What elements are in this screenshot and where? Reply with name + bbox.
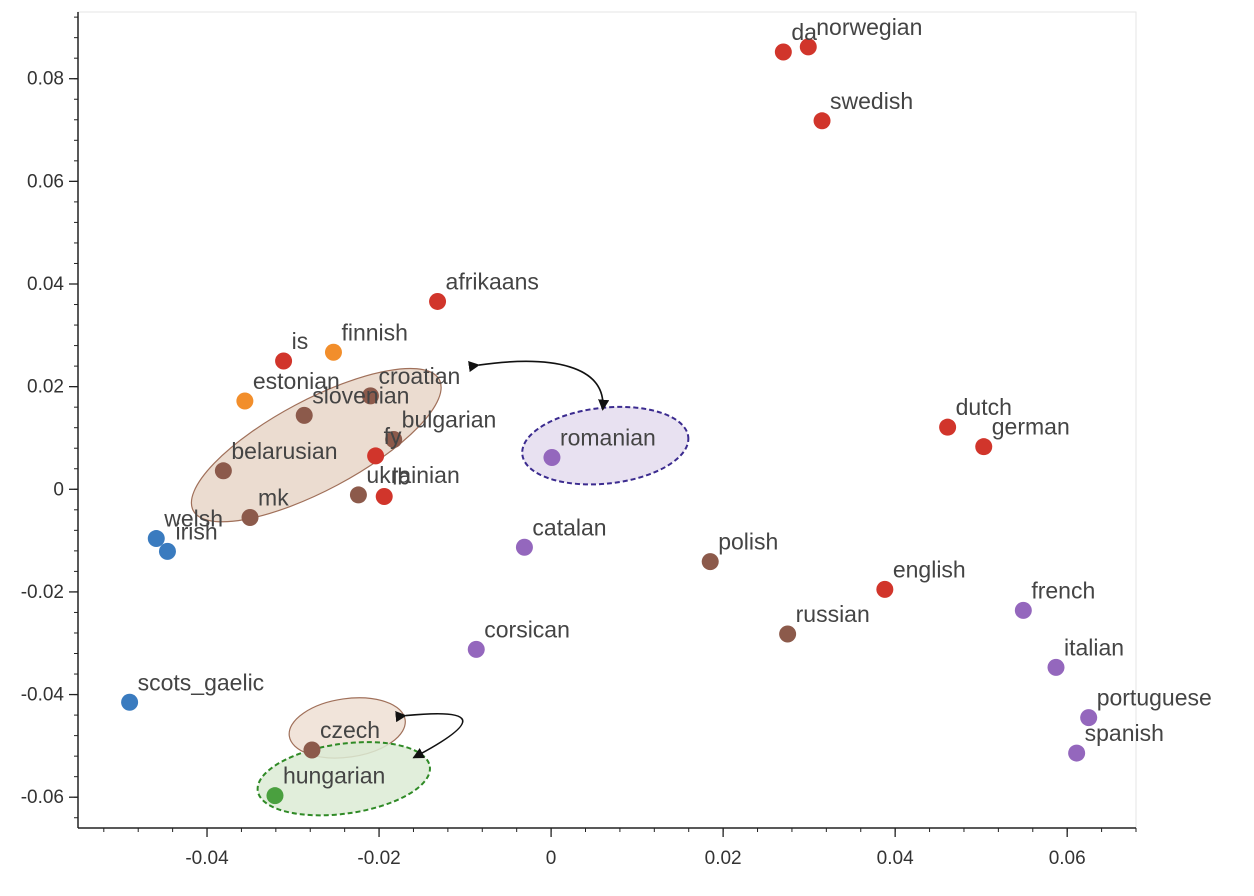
point-belarusian	[214, 462, 232, 480]
point-russian	[779, 625, 797, 643]
point-slovenian	[295, 406, 313, 424]
point-norwegian	[799, 38, 817, 56]
y-tick-label: -0.04	[21, 685, 65, 706]
point-afrikaans	[429, 292, 447, 310]
label-afrikaans: afrikaans	[446, 268, 539, 294]
point-polish	[701, 553, 719, 571]
point-french	[1014, 601, 1032, 619]
point-estonian	[236, 392, 254, 410]
point-romanian	[543, 448, 561, 466]
label-scots-gaelic: scots_gaelic	[138, 669, 265, 695]
label-spanish: spanish	[1085, 720, 1164, 746]
label-fy: fy	[384, 423, 402, 449]
highlight-ellipse-romanian	[521, 405, 690, 486]
label-estonian: estonian	[253, 368, 340, 394]
highlight-ellipse-hungarian	[256, 741, 431, 817]
x-tick-label: -0.02	[357, 848, 400, 869]
point-hungarian	[266, 787, 284, 805]
point-irish	[158, 542, 176, 560]
label-welsh: welsh	[163, 506, 223, 532]
point-portuguese	[1080, 709, 1098, 727]
label-russian: russian	[796, 601, 870, 627]
point-fy	[367, 447, 385, 465]
point-ukrainian	[349, 486, 367, 504]
label-croatian: croatian	[378, 363, 460, 389]
label-dutch: dutch	[956, 394, 1012, 420]
point-mk	[241, 509, 259, 527]
arrow-layer	[395, 360, 610, 759]
y-tick-label: 0.02	[27, 377, 64, 398]
label-bulgarian: bulgarian	[402, 407, 497, 433]
axes: -0.06 -0.04 -0.02 0 0.02 0.04 0.06 0.08 -0.04 -0.…	[21, 12, 1137, 869]
label-catalan: catalan	[532, 514, 606, 540]
label-belarusian: belarusian	[231, 438, 337, 464]
x-tick-label: 0.02	[705, 848, 742, 869]
label-german: german	[992, 414, 1070, 440]
y-tick-label: 0	[53, 479, 64, 500]
point-finnish	[324, 343, 342, 361]
point-dutch	[939, 418, 957, 436]
label-irish: irish	[175, 518, 217, 544]
point-bulgarian	[385, 431, 403, 449]
data-labels: da norwegian swedish afrikaans is finnishesto…	[138, 14, 1212, 789]
label-mk: mk	[258, 485, 289, 511]
point-lb	[375, 487, 393, 505]
y-tick-label: 0.04	[27, 274, 64, 295]
y-tick-label: 0.08	[27, 69, 64, 90]
label-slovenian: slovenian	[312, 382, 409, 408]
point-english	[876, 580, 894, 598]
point-german	[975, 438, 993, 456]
point-catalan	[515, 538, 533, 556]
point-croatian	[361, 387, 379, 405]
highlight-layer	[190, 367, 690, 817]
x-tick-label: -0.04	[185, 848, 229, 869]
label-is: is	[292, 328, 309, 354]
label-lb: lb	[392, 463, 410, 489]
label-portuguese: portuguese	[1097, 685, 1212, 711]
label-ukrainian: ukrainian	[366, 462, 459, 488]
point-spanish	[1068, 744, 1086, 762]
point-welsh	[147, 530, 165, 548]
label-da: da	[791, 19, 817, 45]
y-tick-label: -0.02	[21, 582, 64, 603]
y-tick-label: 0.06	[27, 171, 64, 192]
point-scots-gaelic	[121, 693, 139, 711]
label-english: english	[893, 556, 966, 582]
point-is	[275, 352, 293, 370]
label-hungarian: hungarian	[283, 763, 385, 789]
label-swedish: swedish	[830, 88, 913, 114]
label-norwegian: norwegian	[816, 14, 922, 40]
label-finnish: finnish	[341, 319, 407, 345]
label-czech: czech	[320, 717, 380, 743]
point-italian	[1047, 658, 1065, 676]
point-czech	[303, 741, 321, 759]
x-tick-label: 0.04	[877, 848, 914, 869]
x-tick-label: 0.06	[1049, 848, 1086, 869]
label-romanian: romanian	[560, 424, 656, 450]
highlight-ellipse-slavic-cluster	[190, 367, 442, 523]
point-corsican	[467, 640, 485, 658]
point-swedish	[813, 112, 831, 130]
label-french: french	[1031, 577, 1095, 603]
label-corsican: corsican	[484, 616, 570, 642]
label-polish: polish	[718, 529, 778, 555]
y-tick-label: -0.06	[21, 787, 64, 808]
label-italian: italian	[1064, 634, 1124, 660]
arrow-croatian-to-romanian	[468, 360, 610, 411]
point-da	[774, 43, 792, 61]
arrow-czech-to-hungarian	[395, 711, 464, 759]
x-tick-label: 0	[546, 848, 557, 869]
data-points	[121, 38, 1098, 805]
